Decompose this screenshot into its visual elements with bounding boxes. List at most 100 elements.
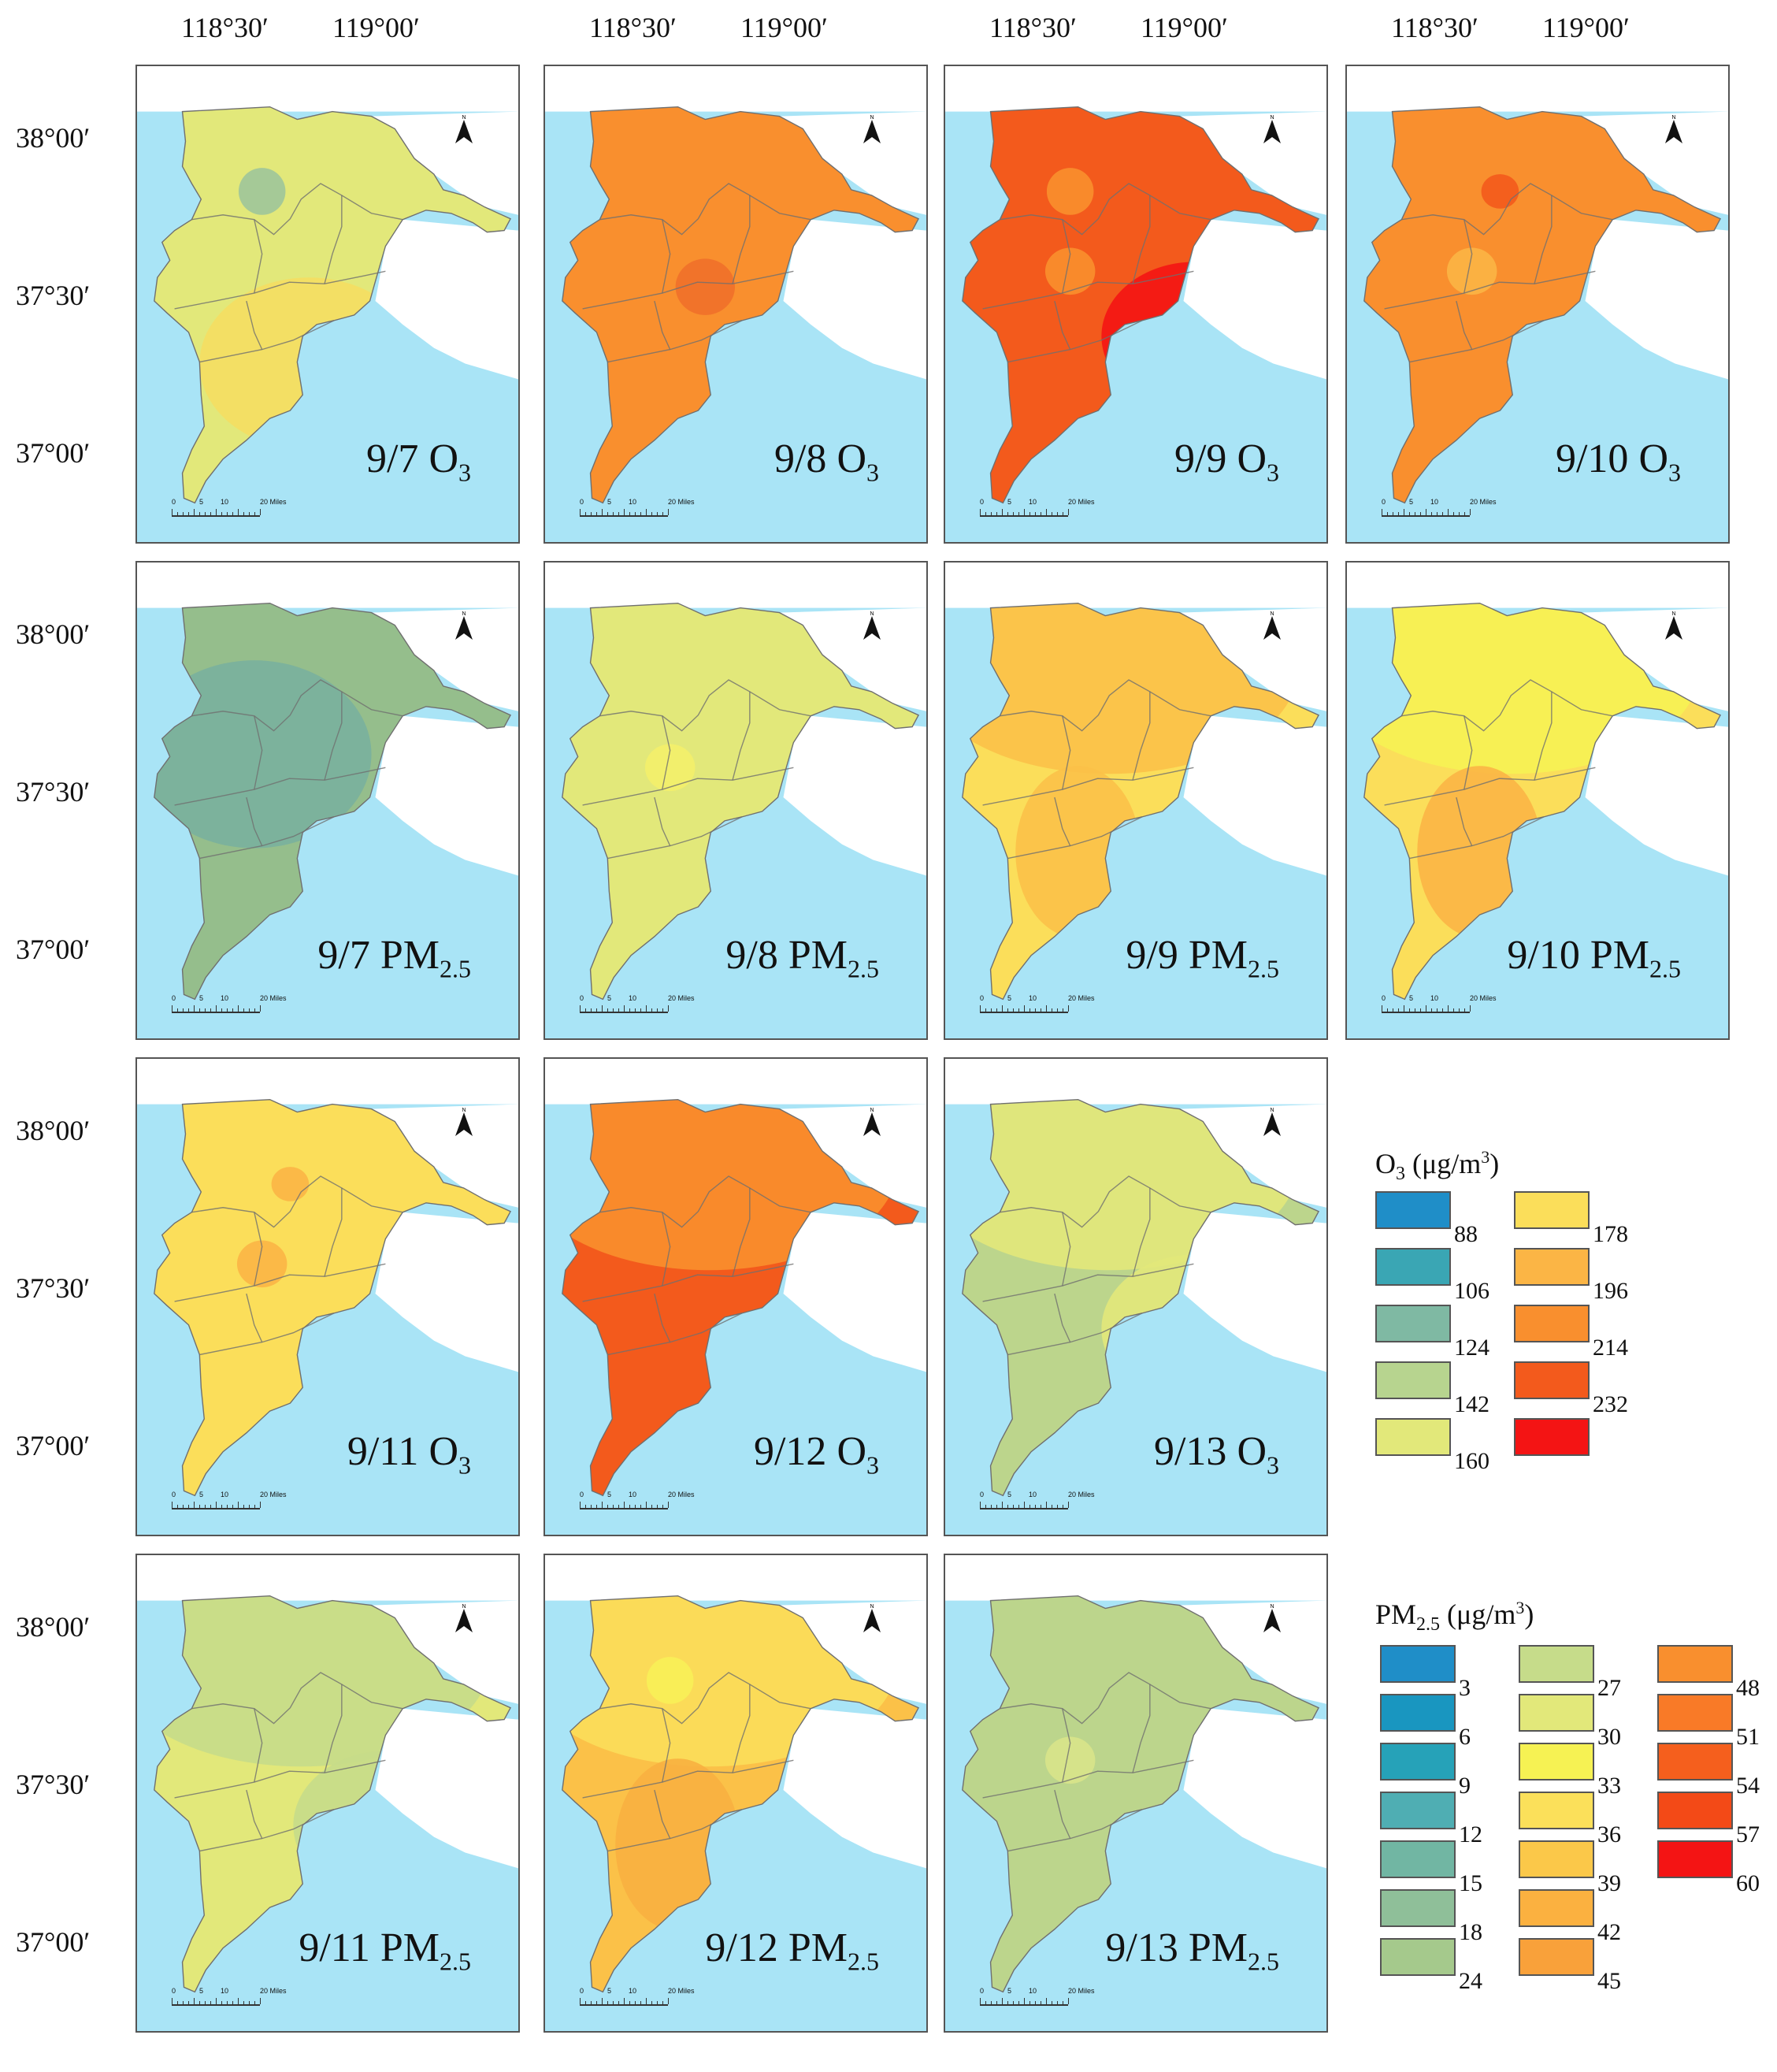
scale-tick: [1057, 1008, 1058, 1012]
scale-tick: [657, 512, 658, 515]
scale-tick: [985, 2001, 986, 2004]
scale-tick: [591, 1008, 592, 1012]
county-boundary: [199, 816, 335, 860]
legend_pm-value: 45: [1597, 1968, 1621, 1994]
county-boundary: [1062, 1708, 1071, 1783]
county-boundary: [1132, 195, 1151, 284]
scale-tick: [254, 1505, 255, 1508]
scale-tick: [210, 2001, 211, 2004]
county-boundary: [191, 679, 403, 732]
study-area-outline: [1363, 602, 1722, 1001]
legend_o3-swatch: [1375, 1361, 1451, 1399]
scale-tick: [991, 2001, 992, 2004]
scale-tick: [1024, 1005, 1025, 1012]
scale-tick: [985, 1008, 986, 1012]
panel-label: 9/11 O3: [347, 1428, 471, 1480]
outside-area: [779, 1104, 926, 1208]
scale-tick-label: 5: [607, 498, 612, 506]
panel-date: 9/13: [1153, 1428, 1237, 1474]
legend_pm-value: 36: [1597, 1821, 1621, 1847]
scale-tick: [607, 1505, 608, 1508]
panel-pollutant-sub: 2.5: [1248, 1947, 1279, 1975]
scale-tick: [1387, 512, 1388, 515]
scale-tick: [260, 509, 261, 515]
scale-tick: [646, 1998, 647, 2004]
legend_o3-value: 214: [1593, 1335, 1628, 1361]
north-label: N: [462, 1604, 466, 1610]
legend_o3-value: 232: [1593, 1391, 1628, 1417]
legend_pm-swatch: [1380, 1694, 1456, 1732]
scale-tick: [651, 512, 652, 515]
scale-tick-label: 10: [221, 1987, 229, 1995]
county-boundary: [607, 816, 743, 860]
map-panel-9-8-pm25: N 0 5 10 20 Miles 9/8 PM2.5: [543, 561, 928, 1040]
scale-tick-label: 0: [980, 1987, 985, 1995]
scale-tick: [585, 512, 586, 515]
panel-pollutant-sub: 3: [1267, 458, 1279, 486]
county-boundary: [982, 1263, 1194, 1302]
county-boundary: [1000, 183, 1211, 236]
scale-tick: [1002, 1998, 1003, 2004]
county-boundary: [199, 1809, 335, 1852]
scale-tick: [1018, 1505, 1019, 1508]
concentration-zone: [1044, 1736, 1096, 1784]
scale-tick: [585, 1008, 586, 1012]
scale-tick: [183, 1008, 184, 1012]
lon-label-119-00: 119°00′: [740, 12, 828, 43]
legend_pm-value: 51: [1736, 1724, 1760, 1750]
outside-area: [1585, 715, 1728, 876]
scale-tick: [646, 1005, 647, 1012]
scale-tick: [249, 1505, 250, 1508]
north-arrow-icon: N: [454, 610, 474, 641]
scale-tick-label: 5: [199, 1491, 204, 1498]
county-boundary: [732, 1684, 751, 1773]
panel-date: 9/12: [705, 1925, 788, 1970]
scale-tick: [177, 512, 178, 515]
county-boundary: [582, 1759, 794, 1799]
legend_pm-swatch: [1519, 1743, 1594, 1781]
scale-tick: [602, 1502, 603, 1508]
legend_o3-swatch: [1375, 1191, 1451, 1229]
panel-pollutant: O: [1638, 436, 1668, 481]
scale-bar: 0 5 10 20 Miles: [580, 1491, 785, 1517]
scale-tick: [985, 512, 986, 515]
scale-tick: [194, 1502, 195, 1508]
scale-tick: [596, 2001, 597, 2004]
county-boundary: [599, 1175, 811, 1228]
panel-date: 9/8: [725, 932, 788, 978]
scale-tick: [591, 2001, 592, 2004]
scale-tick: [640, 2001, 641, 2004]
panel-pollutant-sub: 3: [458, 1450, 471, 1479]
scale-tick: [651, 1008, 652, 1012]
map-svg: [1347, 106, 1728, 542]
scale-bar: 0 5 10 20 Miles: [980, 1987, 1185, 2014]
scale-bar-line: [580, 509, 669, 517]
scale-tick: [221, 1008, 222, 1012]
panel-date: 9/11: [299, 1925, 380, 1970]
scale-bar-line: [1382, 1005, 1471, 1013]
north-arrow-glyph: N: [455, 611, 473, 640]
panel-pollutant-sub: 2.5: [440, 1947, 471, 1975]
scale-tick-label: 5: [1007, 994, 1012, 1002]
scale-tick: [602, 1998, 603, 2004]
county-boundary: [174, 1263, 386, 1302]
scale-tick-label: 10: [1029, 1491, 1037, 1498]
scale-tick: [1398, 512, 1399, 515]
scale-tick: [1068, 1998, 1069, 2004]
scale-tick-label: 20 Miles: [668, 1491, 695, 1498]
scale-tick: [172, 1005, 173, 1012]
concentration-zones: [675, 258, 736, 315]
scale-tick-label: 10: [1430, 498, 1439, 506]
study-area-outline: [154, 602, 512, 1001]
panel-date: 9/10: [1555, 436, 1639, 481]
scale-tick-label: 20 Miles: [1470, 498, 1497, 506]
legend_o3-value: 88: [1454, 1221, 1478, 1247]
county-boundary: [1534, 195, 1553, 284]
scale-tick: [210, 512, 211, 515]
legend_pm-value: 33: [1597, 1773, 1621, 1799]
scale-tick: [249, 2001, 250, 2004]
legend_o3-title-end: ): [1489, 1148, 1500, 1179]
county-boundary: [1054, 1789, 1071, 1839]
study-area-outline: [962, 1595, 1320, 1993]
scale-tick: [635, 1505, 636, 1508]
